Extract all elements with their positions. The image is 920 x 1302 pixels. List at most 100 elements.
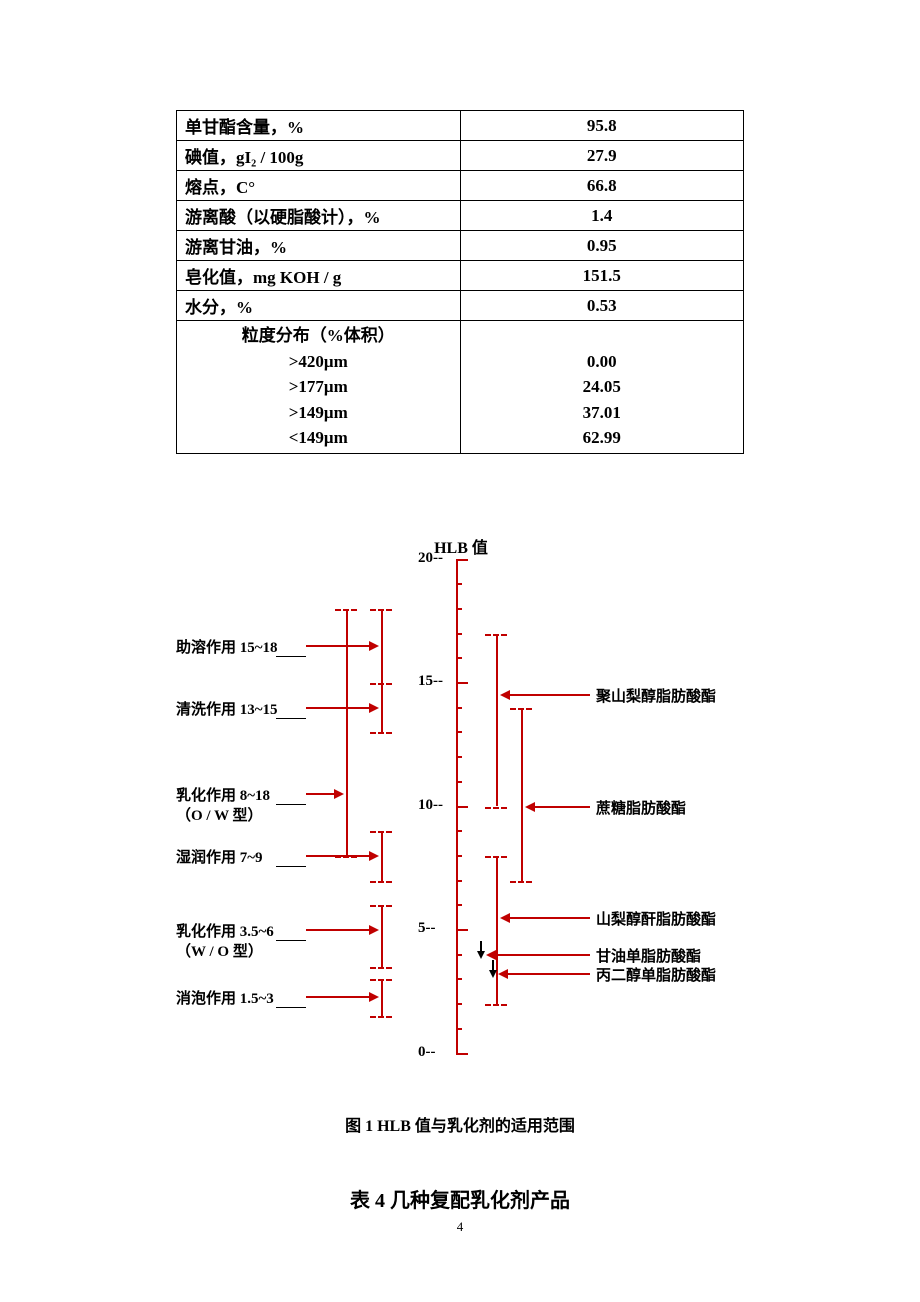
property-value: 0.95 bbox=[460, 231, 744, 261]
arrow-head-right-icon bbox=[369, 641, 379, 651]
range-bar bbox=[496, 634, 498, 807]
arrow-head-left-icon bbox=[498, 969, 508, 979]
property-label: 水分，% bbox=[177, 291, 461, 321]
minor-tick bbox=[456, 978, 462, 980]
arrow-line bbox=[306, 793, 336, 795]
axis-tick-label: 15-- bbox=[418, 673, 443, 690]
particle-distribution-values: 0.0024.0537.0162.99 bbox=[460, 321, 744, 454]
range-cap-top bbox=[370, 979, 392, 981]
minor-tick bbox=[456, 583, 462, 585]
arrow-head-left-icon bbox=[525, 802, 535, 812]
property-label: 单甘酯含量，% bbox=[177, 111, 461, 141]
axis-tick-label: 10-- bbox=[418, 797, 443, 814]
right-emulsifier-label: 蔗糖脂肪酸酯 bbox=[596, 797, 686, 818]
range-cap-top bbox=[370, 905, 392, 907]
arrow-line bbox=[306, 855, 371, 857]
arrow-line bbox=[533, 806, 590, 808]
label-underline bbox=[276, 804, 306, 805]
minor-tick bbox=[456, 880, 462, 882]
particle-distribution-row: 粒度分布（%体积）>420μm>177μm>149μm<149μm 0.0024… bbox=[177, 321, 744, 454]
property-label: 游离酸（以硬脂酸计），% bbox=[177, 201, 461, 231]
property-value: 151.5 bbox=[460, 261, 744, 291]
left-function-label: 消泡作用 1.5~3 bbox=[176, 987, 274, 1008]
left-function-label: 乳化作用 3.5~6 bbox=[176, 920, 274, 941]
figure-caption: 图 1 HLB 值与乳化剂的适用范围 bbox=[176, 1112, 744, 1136]
label-underline bbox=[276, 656, 306, 657]
table-row: 游离甘油，%0.95 bbox=[177, 231, 744, 261]
range-bar bbox=[381, 905, 383, 967]
next-table-caption: 表 4 几种复配乳化剂产品 bbox=[176, 1184, 744, 1213]
minor-tick bbox=[456, 633, 462, 635]
range-cap-top bbox=[510, 708, 532, 710]
range-bar bbox=[381, 831, 383, 880]
arrow-head-right-icon bbox=[369, 703, 379, 713]
minor-tick bbox=[456, 781, 462, 783]
major-tick bbox=[456, 1053, 468, 1055]
left-function-sublabel: （W / O 型） bbox=[176, 940, 263, 961]
right-emulsifier-label: 山梨醇酐脂肪酸酯 bbox=[596, 908, 716, 929]
range-cap-top bbox=[485, 634, 507, 636]
property-value: 0.53 bbox=[460, 291, 744, 321]
arrow-line bbox=[306, 996, 371, 998]
left-function-label: 清洗作用 13~15 bbox=[176, 698, 278, 719]
right-emulsifier-label: 甘油单脂肪酸酯 bbox=[596, 945, 701, 966]
left-function-label: 湿润作用 7~9 bbox=[176, 846, 263, 867]
minor-tick bbox=[456, 830, 462, 832]
range-cap-bottom bbox=[370, 881, 392, 883]
minor-tick bbox=[456, 608, 462, 610]
right-emulsifier-label: 聚山梨醇脂肪酸酯 bbox=[596, 685, 716, 706]
label-underline bbox=[276, 866, 306, 867]
left-function-sublabel: （O / W 型） bbox=[176, 804, 263, 825]
arrow-head-right-icon bbox=[369, 992, 379, 1002]
properties-table: 单甘酯含量，%95.8碘值，gI₂ / 100g27.9熔点，C°66.8游离酸… bbox=[176, 110, 744, 454]
right-emulsifier-label: 丙二醇单脂肪酸酯 bbox=[596, 964, 716, 985]
range-bar bbox=[346, 609, 348, 856]
property-value: 1.4 bbox=[460, 201, 744, 231]
major-tick bbox=[456, 806, 468, 808]
table-row: 游离酸（以硬脂酸计），%1.4 bbox=[177, 201, 744, 231]
arrow-line bbox=[508, 694, 590, 696]
property-value: 95.8 bbox=[460, 111, 744, 141]
chart-title: HLB 值 bbox=[176, 534, 746, 558]
arrow-line bbox=[306, 707, 371, 709]
minor-tick bbox=[456, 731, 462, 733]
arrow-head-right-icon bbox=[334, 789, 344, 799]
minor-tick bbox=[456, 855, 462, 857]
axis-tick-label: 0-- bbox=[418, 1044, 436, 1061]
table-row: 水分，%0.53 bbox=[177, 291, 744, 321]
major-tick bbox=[456, 682, 468, 684]
range-cap-bottom bbox=[485, 807, 507, 809]
left-function-label: 乳化作用 8~18 bbox=[176, 784, 270, 805]
arrow-head-down-icon bbox=[477, 951, 485, 959]
arrow-head-left-icon bbox=[500, 913, 510, 923]
property-label: 熔点，C° bbox=[177, 171, 461, 201]
arrow-line bbox=[494, 954, 590, 956]
range-cap-top bbox=[485, 856, 507, 858]
arrow-line bbox=[306, 929, 371, 931]
range-bar bbox=[381, 609, 383, 683]
major-tick bbox=[456, 929, 468, 931]
range-cap-top bbox=[370, 831, 392, 833]
arrow-head-left-icon bbox=[486, 950, 496, 960]
minor-tick bbox=[456, 1028, 462, 1030]
range-cap-bottom bbox=[485, 1004, 507, 1006]
range-bar bbox=[381, 683, 383, 732]
particle-distribution-labels: 粒度分布（%体积）>420μm>177μm>149μm<149μm bbox=[177, 321, 461, 454]
label-underline bbox=[276, 1007, 306, 1008]
minor-tick bbox=[456, 1003, 462, 1005]
arrow-line bbox=[306, 645, 371, 647]
range-bar bbox=[496, 856, 498, 1004]
minor-tick bbox=[456, 657, 462, 659]
range-bar bbox=[381, 979, 383, 1016]
table-row: 皂化值，mg KOH / g151.5 bbox=[177, 261, 744, 291]
range-cap-bottom bbox=[510, 881, 532, 883]
arrow-head-right-icon bbox=[369, 925, 379, 935]
range-cap-bottom bbox=[370, 967, 392, 969]
property-value: 27.9 bbox=[460, 141, 744, 171]
table-row: 碘值，gI₂ / 100g27.9 bbox=[177, 141, 744, 171]
property-label: 碘值，gI₂ / 100g bbox=[177, 141, 461, 171]
range-cap-top bbox=[335, 609, 357, 611]
arrow-head-down-icon bbox=[489, 970, 497, 978]
left-function-label: 助溶作用 15~18 bbox=[176, 636, 278, 657]
table-row: 单甘酯含量，%95.8 bbox=[177, 111, 744, 141]
